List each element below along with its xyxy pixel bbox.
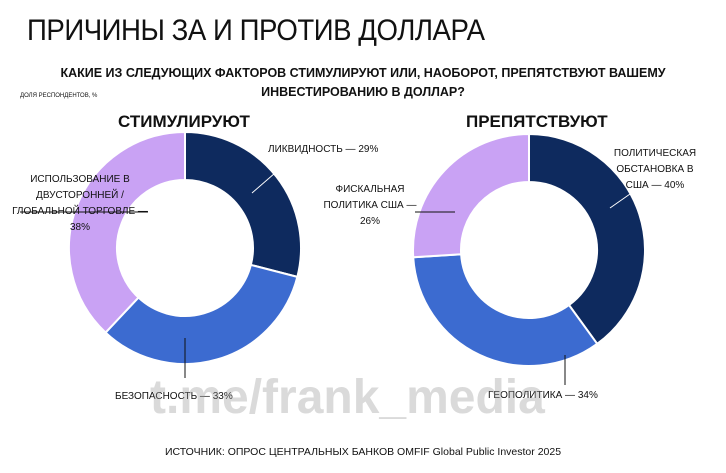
donut-slice bbox=[412, 253, 599, 367]
label-trade: ИСПОЛЬЗОВАНИЕ В ДВУСТОРОННЕЙ / ГЛОБАЛЬНО… bbox=[12, 174, 148, 233]
page-title: ПРИЧИНЫ ЗА И ПРОТИВ ДОЛЛАРА bbox=[27, 14, 485, 47]
source-note: ИСТОЧНИК: ОПРОС ЦЕНТРАЛЬНЫХ БАНКОВ OMFIF… bbox=[164, 446, 562, 458]
label-geopolitics: ГЕОПОЛИТИКА — 34% bbox=[488, 390, 598, 401]
label-fiscal: ФИСКАЛЬНАЯ ПОЛИТИКА США — 26% bbox=[323, 184, 417, 227]
donut-slice bbox=[528, 132, 646, 346]
label-us-politics: ПОЛИТИЧЕСКАЯ ОБСТАНОВКА В США — 40% bbox=[613, 148, 697, 191]
donut-slice bbox=[184, 130, 302, 279]
donut-slice bbox=[412, 132, 530, 259]
survey-question: КАКИЕ ИЗ СЛЕДУЮЩИХ ФАКТОРОВ СТИМУЛИРУЮТ … bbox=[60, 66, 666, 99]
chart-title-left: СТИМУЛИРУЮТ bbox=[118, 112, 250, 131]
label-liquidity: ЛИКВИДНОСТЬ — 29% bbox=[268, 144, 379, 155]
label-security: БЕЗОПАСНОСТЬ — 33% bbox=[115, 391, 233, 402]
leader-line bbox=[251, 159, 291, 194]
chart-title-right: ПРЕПЯТСТВУЮТ bbox=[466, 112, 608, 131]
watermark: t.me/frank_media bbox=[150, 371, 545, 424]
unit-note: ДОЛЯ РЕСПОНДЕНТОВ, % bbox=[20, 93, 98, 99]
leader-line bbox=[609, 179, 651, 209]
donut-slice bbox=[68, 130, 186, 334]
donut-slice bbox=[104, 263, 299, 365]
